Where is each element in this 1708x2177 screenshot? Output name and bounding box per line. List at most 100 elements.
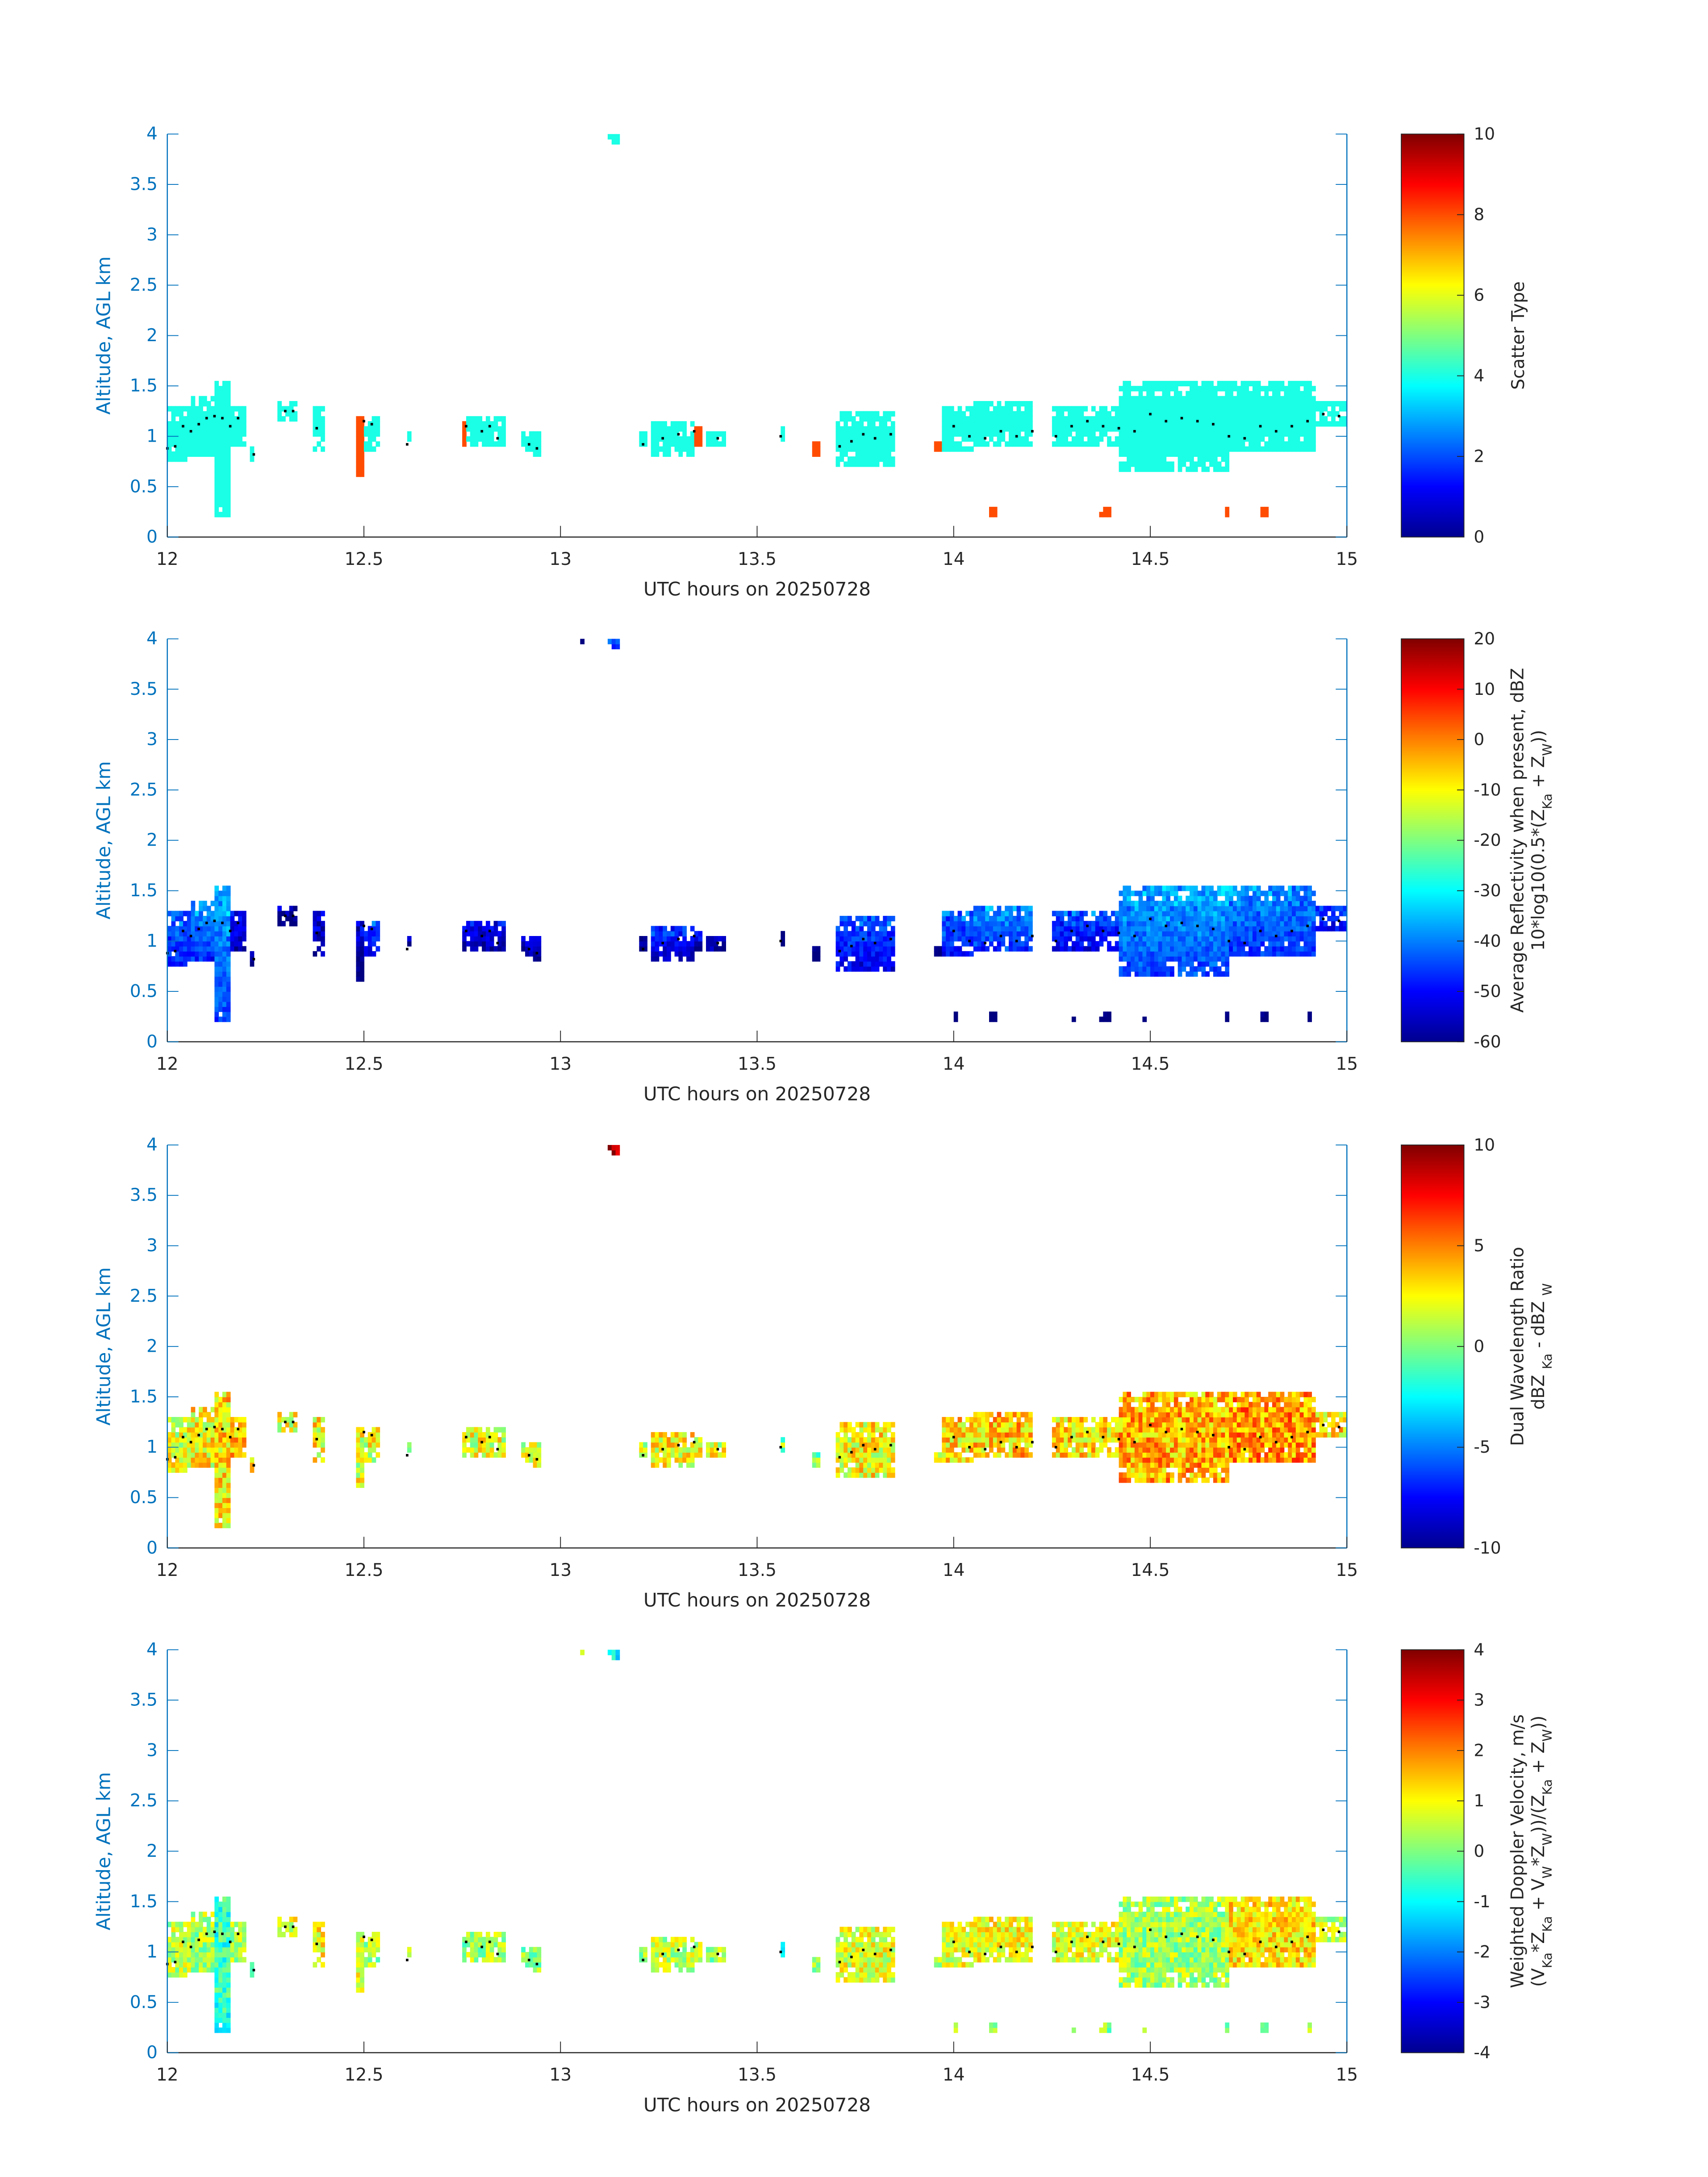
heatmap-cell	[1134, 890, 1139, 896]
heatmap-cell	[1193, 466, 1198, 472]
heatmap-cell	[183, 426, 188, 432]
heatmap-cell	[360, 1437, 364, 1443]
heatmap-cell	[942, 936, 947, 942]
heatmap-cell	[202, 1442, 207, 1448]
heatmap-cell	[781, 1447, 785, 1453]
heatmap-cell	[206, 1442, 211, 1448]
heatmap-cell	[1087, 416, 1092, 422]
heatmap-cell	[183, 1462, 188, 1468]
heatmap-cell	[1182, 915, 1186, 922]
cloud-base-dot	[1243, 437, 1246, 440]
heatmap-cell	[214, 1447, 219, 1453]
heatmap-cell	[474, 426, 479, 432]
heatmap-cell	[537, 951, 542, 957]
heatmap-cell	[1091, 406, 1096, 412]
heatmap-cell	[497, 431, 502, 437]
heatmap-cell	[313, 1427, 317, 1433]
heatmap-cell	[1268, 906, 1273, 911]
heatmap-cell	[222, 976, 227, 982]
heatmap-cell	[1138, 1432, 1143, 1438]
heatmap-cell	[989, 421, 994, 427]
heatmap-cell	[1252, 936, 1257, 942]
heatmap-cell	[1190, 426, 1194, 432]
heatmap-cell	[1099, 1432, 1104, 1438]
heatmap-cell	[529, 1442, 534, 1448]
heatmap-cell	[698, 436, 703, 442]
heatmap-cell	[957, 921, 962, 927]
heatmap-cell	[1020, 1432, 1025, 1438]
heatmap-cell	[1162, 391, 1167, 397]
heatmap-cell	[1276, 921, 1281, 927]
heatmap-cell	[1197, 941, 1202, 947]
heatmap-cell	[1186, 411, 1190, 417]
heatmap-cell	[839, 1452, 844, 1458]
heatmap-cell	[489, 941, 494, 947]
heatmap-cell	[1244, 921, 1249, 927]
heatmap-cell	[202, 1452, 207, 1458]
heatmap-cell	[690, 1432, 695, 1438]
heatmap-cell	[167, 961, 172, 967]
heatmap-cell	[360, 1462, 364, 1468]
heatmap-cell	[1087, 1452, 1092, 1458]
heatmap-cell	[1130, 436, 1135, 442]
heatmap-cell	[1142, 1391, 1147, 1397]
heatmap-cell	[1221, 421, 1226, 427]
heatmap-cell	[1142, 921, 1147, 927]
heatmap-cell	[946, 1417, 950, 1423]
heatmap-cell	[1016, 926, 1021, 932]
heatmap-cell	[835, 1472, 840, 1478]
heatmap-cell	[714, 1447, 718, 1453]
heatmap-cell	[1020, 441, 1025, 447]
heatmap-cell	[1123, 1452, 1128, 1458]
heatmap-cell	[1268, 936, 1273, 942]
heatmap-cell	[1217, 951, 1222, 957]
heatmap-cell	[210, 1462, 215, 1468]
heatmap-cell	[863, 941, 868, 947]
heatmap-cell	[234, 1417, 239, 1423]
cloud-base-dot	[1117, 932, 1120, 935]
heatmap-cell	[462, 421, 467, 427]
heatmap-cell	[1186, 446, 1190, 452]
heatmap-cell	[848, 1437, 852, 1443]
heatmap-cell	[1292, 936, 1296, 942]
heatmap-cell	[1150, 421, 1155, 427]
heatmap-cell	[686, 1452, 691, 1458]
heatmap-cell	[1138, 1457, 1143, 1463]
heatmap-cell	[682, 941, 687, 947]
heatmap-cell	[859, 461, 864, 467]
heatmap-cell	[1071, 406, 1076, 412]
heatmap-cell	[175, 956, 180, 962]
heatmap-cell	[835, 421, 840, 427]
heatmap-cell	[1249, 380, 1253, 387]
heatmap-cell	[965, 936, 970, 942]
heatmap-cell	[234, 946, 239, 952]
cloud-base-dot	[838, 445, 841, 448]
heatmap-cell	[1068, 431, 1072, 437]
heatmap-cell	[1146, 441, 1151, 447]
heatmap-cell	[289, 911, 294, 916]
heatmap-cell	[537, 941, 542, 947]
heatmap-cell	[1244, 906, 1249, 911]
heatmap-cell	[812, 1462, 817, 1468]
heatmap-cell	[171, 931, 176, 936]
heatmap-cell	[525, 436, 530, 442]
heatmap-cell	[1205, 971, 1210, 977]
heatmap-cell	[1205, 396, 1210, 401]
heatmap-cell	[210, 936, 215, 942]
heatmap-cell	[690, 446, 695, 452]
cloud-base-dot	[363, 420, 365, 422]
heatmap-cell	[214, 915, 219, 922]
heatmap-cell	[218, 906, 223, 911]
heatmap-cell	[1276, 411, 1281, 417]
heatmap-cell	[1295, 401, 1300, 407]
heatmap-cell	[1205, 915, 1210, 922]
heatmap-cell	[1170, 411, 1174, 417]
heatmap-cell	[1276, 906, 1281, 911]
heatmap-cell	[1276, 895, 1281, 901]
heatmap-cell	[1146, 1467, 1151, 1473]
heatmap-cell	[218, 915, 223, 922]
heatmap-cell	[218, 1522, 223, 1529]
heatmap-cell	[674, 426, 679, 432]
heatmap-cell	[1299, 431, 1304, 437]
heatmap-cell	[1001, 1442, 1006, 1448]
